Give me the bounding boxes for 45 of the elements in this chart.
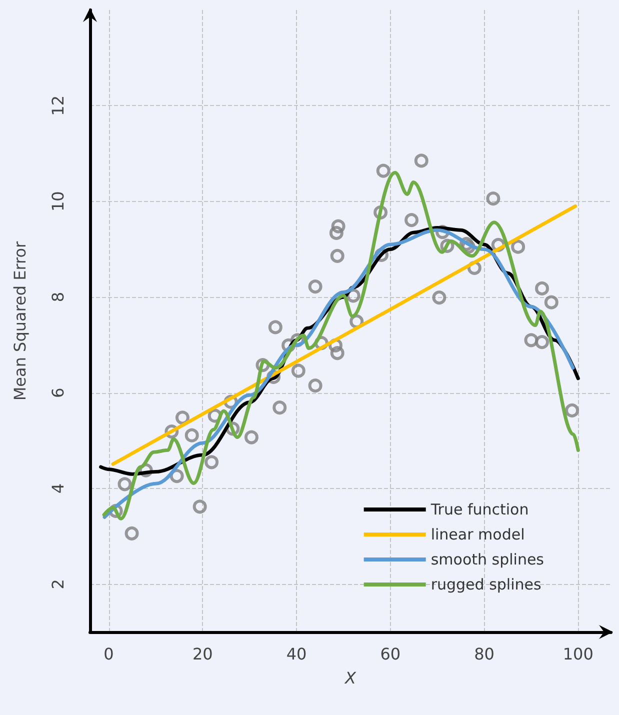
- point: [291, 364, 306, 378]
- point: [535, 281, 550, 296]
- point: [124, 526, 139, 540]
- x-tick-label: 60: [380, 644, 401, 664]
- y-tick-label: 2: [48, 579, 68, 590]
- point: [268, 320, 282, 334]
- point: [376, 164, 390, 178]
- point: [486, 192, 500, 206]
- point: [432, 290, 446, 305]
- point: [329, 226, 344, 240]
- point: [511, 240, 526, 254]
- x-axis-title: X: [344, 668, 358, 688]
- point: [331, 219, 346, 234]
- y-tick-label: 4: [48, 483, 68, 494]
- line-series: [102, 170, 580, 520]
- point: [118, 477, 132, 492]
- point: [404, 213, 419, 228]
- point: [330, 248, 344, 263]
- point: [565, 403, 580, 418]
- point: [184, 428, 199, 442]
- legend-label: smooth splines: [430, 550, 544, 568]
- point: [308, 378, 322, 393]
- point: [330, 346, 344, 360]
- point: [272, 400, 287, 415]
- point: [524, 333, 538, 348]
- point: [204, 455, 219, 470]
- point: [308, 280, 322, 294]
- y-tick-label: 10: [48, 191, 68, 212]
- y-axis-title: Mean Squared Error: [10, 240, 30, 401]
- x-tick-label: 40: [286, 644, 307, 664]
- x-tick-label: 20: [192, 644, 213, 664]
- y-tick-label: 12: [48, 96, 68, 116]
- point: [414, 154, 428, 168]
- y-tick-label: 6: [48, 388, 68, 398]
- y-tick-label: 8: [48, 292, 68, 302]
- point: [192, 500, 207, 514]
- point: [544, 295, 558, 310]
- legend-label: rugged splines: [430, 576, 542, 594]
- x-tick-label: 80: [474, 644, 494, 664]
- point: [244, 430, 258, 444]
- point: [535, 335, 550, 350]
- legend-label: linear model: [430, 526, 525, 544]
- x-tick-label: 0: [104, 644, 114, 664]
- legend-label: True function: [430, 500, 529, 518]
- x-tick-label: 100: [562, 644, 594, 664]
